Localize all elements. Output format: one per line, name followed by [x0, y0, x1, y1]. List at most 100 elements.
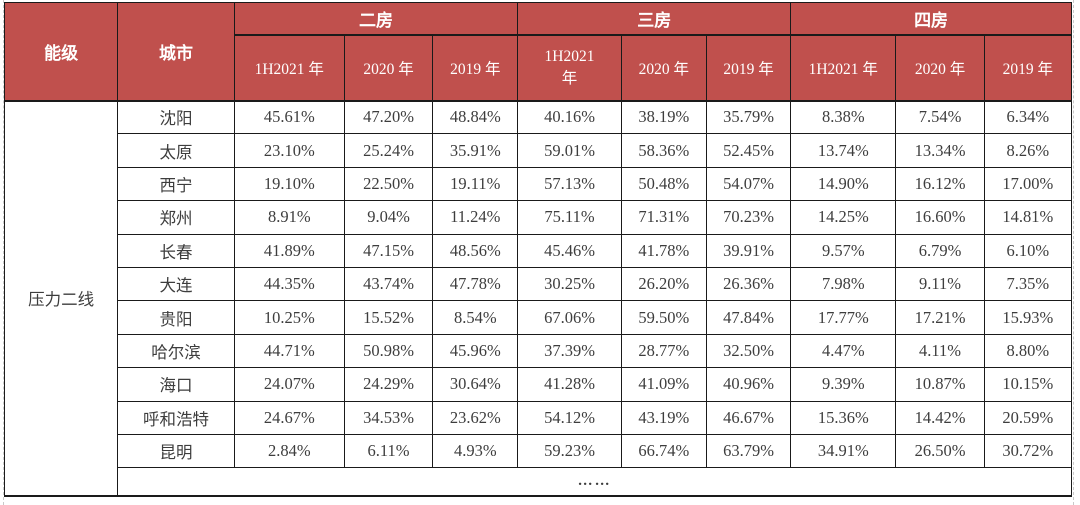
value-cell: 10.25% — [233, 300, 345, 335]
header-city: 城市 — [117, 2, 235, 102]
value-cell: 23.62% — [432, 400, 519, 435]
value-cell: 15.52% — [343, 300, 434, 335]
header-3br-2020: 2020 年 — [620, 34, 707, 102]
header-4br-1h2021: 1H2021 年 — [790, 34, 897, 102]
value-cell: 19.11% — [432, 166, 519, 202]
value-cell: 7.54% — [895, 99, 985, 135]
value-cell: 63.79% — [705, 433, 792, 469]
value-cell: 66.74% — [620, 433, 707, 469]
value-cell: 8.54% — [432, 300, 519, 335]
value-cell: 47.15% — [343, 233, 434, 268]
value-cell: 45.96% — [432, 333, 519, 369]
city-cell: 西宁 — [117, 166, 235, 202]
value-cell: 48.84% — [432, 99, 519, 135]
table-row: 哈尔滨 44.71% 50.98% 45.96% 37.39% 28.77% 3… — [5, 333, 1073, 369]
value-cell: 11.24% — [432, 200, 519, 235]
header-2br-2020: 2020 年 — [343, 34, 434, 102]
value-cell: 16.60% — [895, 200, 985, 235]
value-cell: 50.48% — [620, 166, 707, 202]
tier-cell: 压力二线 — [3, 99, 119, 497]
city-cell: 郑州 — [117, 200, 235, 235]
value-cell: 13.74% — [790, 133, 897, 168]
value-cell: 8.91% — [233, 200, 345, 235]
value-cell: 47.20% — [343, 99, 434, 135]
value-cell: 45.46% — [517, 233, 622, 268]
city-cell: 哈尔滨 — [117, 333, 235, 369]
value-cell: 35.79% — [705, 99, 792, 135]
value-cell: 6.10% — [983, 233, 1073, 268]
value-cell: 10.15% — [983, 367, 1073, 402]
value-cell: 16.12% — [895, 166, 985, 202]
header-2br-2019: 2019 年 — [432, 34, 519, 102]
table-row: 大连 44.35% 43.74% 47.78% 30.25% 26.20% 26… — [5, 266, 1073, 302]
header-4br-2019: 2019 年 — [983, 34, 1073, 102]
value-cell: 8.26% — [983, 133, 1073, 168]
value-cell: 45.61% — [233, 99, 345, 135]
page-guide-left — [3, 0, 4, 505]
value-cell: 19.10% — [233, 166, 345, 202]
value-cell: 47.84% — [705, 300, 792, 335]
header-3br-1h2021: 1H2021 年 — [517, 34, 622, 102]
city-cell: 大连 — [117, 266, 235, 302]
ellipsis-cell: …… — [117, 467, 1072, 497]
value-cell: 17.00% — [983, 166, 1073, 202]
table-row: 贵阳 10.25% 15.52% 8.54% 67.06% 59.50% 47.… — [5, 300, 1073, 335]
city-cell: 太原 — [117, 133, 235, 168]
value-cell: 44.35% — [233, 266, 345, 302]
header-year-row: 1H2021 年 2020 年 2019 年 1H2021 年 2020 年 2… — [5, 34, 1073, 102]
value-cell: 37.39% — [517, 333, 622, 369]
table-row: 西宁 19.10% 22.50% 19.11% 57.13% 50.48% 54… — [5, 166, 1073, 202]
value-cell: 23.10% — [233, 133, 345, 168]
value-cell: 9.57% — [790, 233, 897, 268]
value-cell: 43.74% — [343, 266, 434, 302]
value-cell: 26.36% — [705, 266, 792, 302]
table-row: 昆明 2.84% 6.11% 4.93% 59.23% 66.74% 63.79… — [5, 433, 1073, 469]
city-cell: 呼和浩特 — [117, 400, 235, 435]
value-cell: 30.64% — [432, 367, 519, 402]
table-row: 长春 41.89% 47.15% 48.56% 45.46% 41.78% 39… — [5, 233, 1073, 268]
value-cell: 34.91% — [790, 433, 897, 469]
value-cell: 35.91% — [432, 133, 519, 168]
value-cell: 24.07% — [233, 367, 345, 402]
value-cell: 17.21% — [895, 300, 985, 335]
value-cell: 52.45% — [705, 133, 792, 168]
value-cell: 14.81% — [983, 200, 1073, 235]
city-cell: 昆明 — [117, 433, 235, 469]
value-cell: 41.09% — [620, 367, 707, 402]
value-cell: 7.35% — [983, 266, 1073, 302]
value-cell: 24.29% — [343, 367, 434, 402]
value-cell: 57.13% — [517, 166, 622, 202]
value-cell: 41.89% — [233, 233, 345, 268]
value-cell: 59.23% — [517, 433, 622, 469]
value-cell: 14.42% — [895, 400, 985, 435]
value-cell: 41.28% — [517, 367, 622, 402]
value-cell: 40.16% — [517, 99, 622, 135]
housing-ratio-table: 能级 城市 二房 三房 四房 1H2021 年 2020 年 2019 年 1H… — [3, 2, 1073, 497]
value-cell: 71.31% — [620, 200, 707, 235]
ellipsis-row: …… — [5, 467, 1072, 497]
value-cell: 30.25% — [517, 266, 622, 302]
value-cell: 40.96% — [705, 367, 792, 402]
header-3br-2019: 2019 年 — [705, 34, 792, 102]
value-cell: 6.11% — [343, 433, 434, 469]
value-cell: 75.11% — [517, 200, 622, 235]
value-cell: 14.25% — [790, 200, 897, 235]
city-cell: 海口 — [117, 367, 235, 402]
value-cell: 17.77% — [790, 300, 897, 335]
table-row: 海口 24.07% 24.29% 30.64% 41.28% 41.09% 40… — [5, 367, 1073, 402]
value-cell: 43.19% — [620, 400, 707, 435]
value-cell: 4.11% — [895, 333, 985, 369]
value-cell: 9.11% — [895, 266, 985, 302]
value-cell: 15.36% — [790, 400, 897, 435]
value-cell: 39.91% — [705, 233, 792, 268]
value-cell: 9.04% — [343, 200, 434, 235]
value-cell: 59.01% — [517, 133, 622, 168]
value-cell: 70.23% — [705, 200, 792, 235]
value-cell: 10.87% — [895, 367, 985, 402]
page-guide-right — [1073, 0, 1074, 505]
value-cell: 24.67% — [233, 400, 345, 435]
value-cell: 38.19% — [620, 99, 707, 135]
group-header-3br: 三房 — [517, 2, 792, 36]
table-row: 太原 23.10% 25.24% 35.91% 59.01% 58.36% 52… — [5, 133, 1073, 168]
value-cell: 6.79% — [895, 233, 985, 268]
